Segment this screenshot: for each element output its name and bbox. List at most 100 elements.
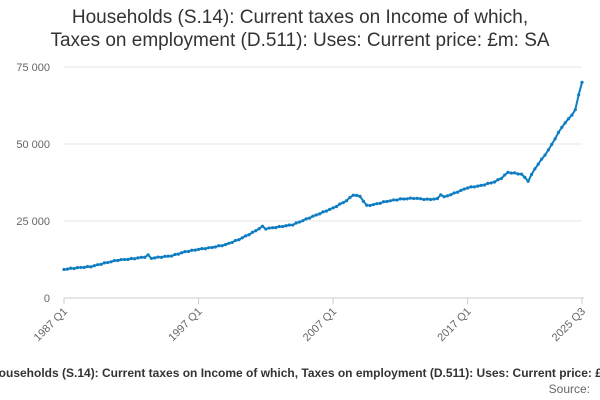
data-point[interactable] <box>291 223 295 227</box>
data-point[interactable] <box>462 187 466 191</box>
data-point[interactable] <box>540 157 544 161</box>
data-point[interactable] <box>445 194 450 198</box>
data-point[interactable] <box>227 241 231 245</box>
data-point[interactable] <box>341 201 345 205</box>
data-point[interactable] <box>361 199 365 203</box>
data-point[interactable] <box>163 254 167 258</box>
data-point[interactable] <box>62 267 66 272</box>
data-point[interactable] <box>92 264 96 268</box>
data-point[interactable] <box>338 202 342 206</box>
data-point[interactable] <box>72 266 76 271</box>
data-point[interactable] <box>344 199 349 203</box>
data-point[interactable] <box>533 167 537 171</box>
data-point[interactable] <box>422 197 426 202</box>
data-point[interactable] <box>149 256 154 261</box>
data-point[interactable] <box>99 262 103 267</box>
data-point[interactable] <box>109 260 113 264</box>
data-point[interactable] <box>287 223 291 227</box>
data-point[interactable] <box>324 209 328 213</box>
data-point[interactable] <box>270 226 275 230</box>
data-point[interactable] <box>418 197 423 201</box>
data-point[interactable] <box>297 220 302 224</box>
data-point[interactable] <box>556 130 561 135</box>
data-point[interactable] <box>388 199 392 203</box>
data-point[interactable] <box>499 176 503 181</box>
data-point[interactable] <box>543 153 547 157</box>
data-point[interactable] <box>509 171 513 175</box>
data-point[interactable] <box>395 198 399 202</box>
data-point[interactable] <box>156 255 160 259</box>
data-point[interactable] <box>358 194 362 198</box>
data-point[interactable] <box>200 246 204 251</box>
data-point[interactable] <box>217 244 221 248</box>
data-point[interactable] <box>203 247 207 251</box>
data-point[interactable] <box>466 186 470 190</box>
data-point[interactable] <box>566 117 571 121</box>
data-point[interactable] <box>82 265 86 270</box>
data-point[interactable] <box>519 172 524 176</box>
data-point[interactable] <box>550 142 554 146</box>
data-point[interactable] <box>523 175 527 179</box>
data-point[interactable] <box>230 240 234 245</box>
data-point[interactable] <box>143 255 147 259</box>
data-point[interactable] <box>425 197 429 201</box>
data-point[interactable] <box>351 193 355 197</box>
data-point[interactable] <box>207 246 211 250</box>
data-point[interactable] <box>166 254 170 258</box>
data-point[interactable] <box>492 180 497 184</box>
data-point[interactable] <box>106 260 110 265</box>
data-point[interactable] <box>455 190 460 194</box>
data-point[interactable] <box>563 121 567 125</box>
data-point[interactable] <box>371 202 376 207</box>
data-point[interactable] <box>469 185 473 189</box>
data-point[interactable] <box>560 125 564 129</box>
data-point[interactable] <box>479 183 483 187</box>
data-point[interactable] <box>153 256 157 260</box>
data-point[interactable] <box>69 266 73 270</box>
data-point[interactable] <box>139 255 143 259</box>
data-point[interactable] <box>133 257 137 261</box>
data-point[interactable] <box>301 219 305 223</box>
data-point[interactable] <box>264 227 268 231</box>
data-point[interactable] <box>318 212 322 216</box>
data-point[interactable] <box>472 185 476 189</box>
data-point[interactable] <box>183 250 187 254</box>
data-point[interactable] <box>402 197 406 201</box>
data-point[interactable] <box>516 172 520 176</box>
data-point[interactable] <box>307 216 312 220</box>
data-point[interactable] <box>321 210 325 214</box>
data-point[interactable] <box>452 191 456 195</box>
data-point[interactable] <box>180 251 184 255</box>
data-point[interactable] <box>503 173 507 177</box>
data-point[interactable] <box>482 183 487 187</box>
data-point[interactable] <box>365 203 369 207</box>
data-point[interactable] <box>116 258 120 263</box>
data-point[interactable] <box>405 197 409 201</box>
data-point[interactable] <box>220 244 224 248</box>
data-point[interactable] <box>193 248 197 252</box>
data-point[interactable] <box>102 261 106 265</box>
data-point[interactable] <box>311 214 315 218</box>
data-point[interactable] <box>476 184 480 188</box>
data-point[interactable] <box>348 195 352 200</box>
data-point[interactable] <box>408 196 413 200</box>
data-point[interactable] <box>294 221 298 225</box>
data-point[interactable] <box>439 193 443 197</box>
data-point[interactable] <box>577 93 581 97</box>
data-point[interactable] <box>281 224 285 229</box>
data-point[interactable] <box>237 238 241 242</box>
data-point[interactable] <box>304 217 308 221</box>
data-point[interactable] <box>459 188 463 192</box>
data-point[interactable] <box>119 258 123 262</box>
data-point[interactable] <box>334 204 339 209</box>
data-point[interactable] <box>260 224 265 228</box>
data-point[interactable] <box>415 196 419 200</box>
data-point[interactable] <box>355 193 359 197</box>
data-point[interactable] <box>96 263 100 267</box>
data-point[interactable] <box>489 181 493 185</box>
data-point[interactable] <box>398 197 402 201</box>
data-point[interactable] <box>210 245 214 250</box>
data-point[interactable] <box>223 242 228 247</box>
data-point[interactable] <box>85 264 90 269</box>
data-point[interactable] <box>196 247 201 251</box>
